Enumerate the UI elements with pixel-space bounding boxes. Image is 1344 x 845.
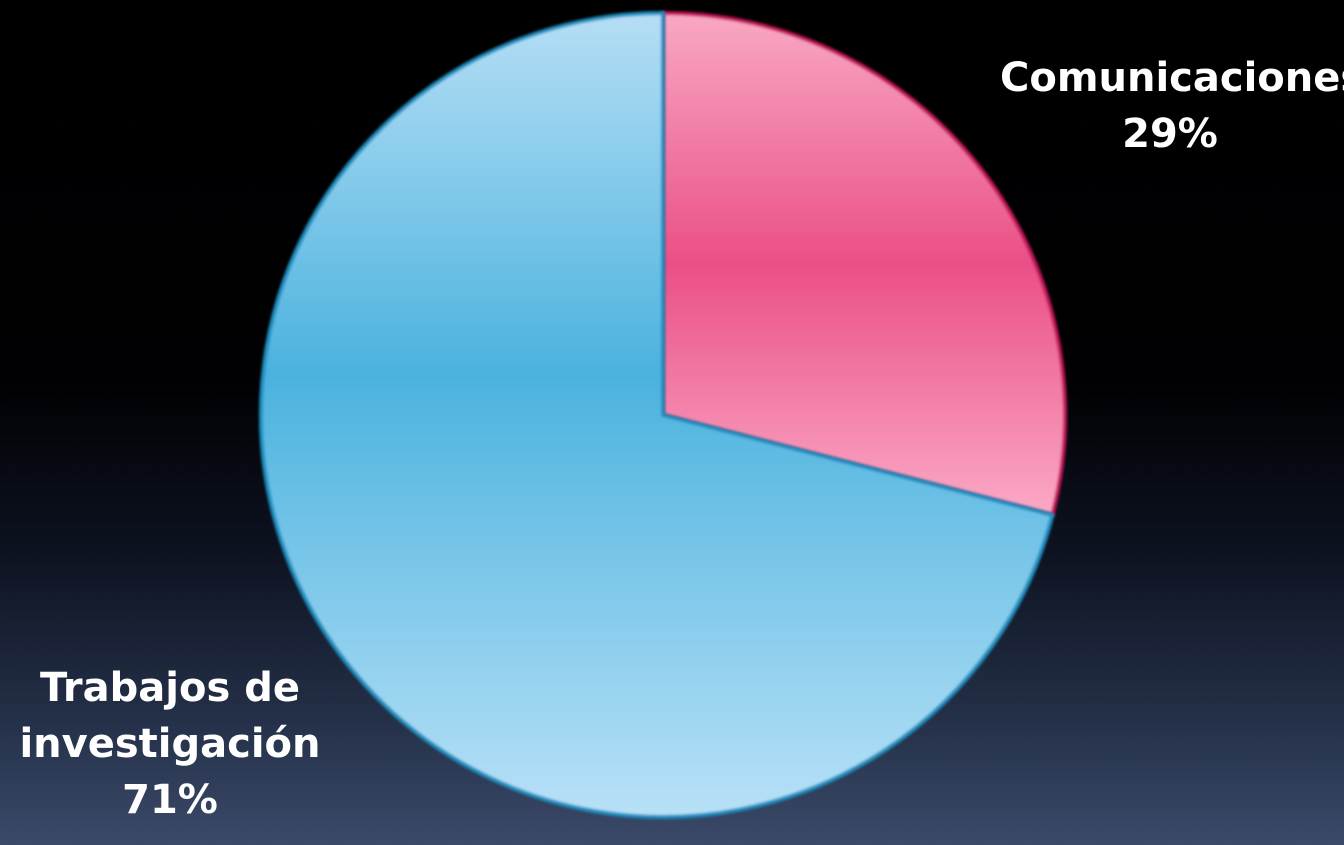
pie-slices <box>259 11 1067 819</box>
slice-percent-comunicaciones: 29% <box>1122 111 1218 157</box>
slice-label-comunicaciones: Comunicaciones 29% <box>1000 50 1344 162</box>
slice-name-trabajos-line1: Trabajos de <box>40 665 300 711</box>
slice-label-trabajos: Trabajos de investigación 71% <box>0 660 340 828</box>
pie-slice-trabajos-de-investigacion <box>259 11 1055 819</box>
slice-name-trabajos-line2: investigación <box>19 721 321 767</box>
slice-percent-trabajos: 71% <box>122 777 218 823</box>
slice-name-comunicaciones: Comunicaciones <box>1000 55 1344 101</box>
pie-slice-comunicaciones <box>661 11 1067 517</box>
